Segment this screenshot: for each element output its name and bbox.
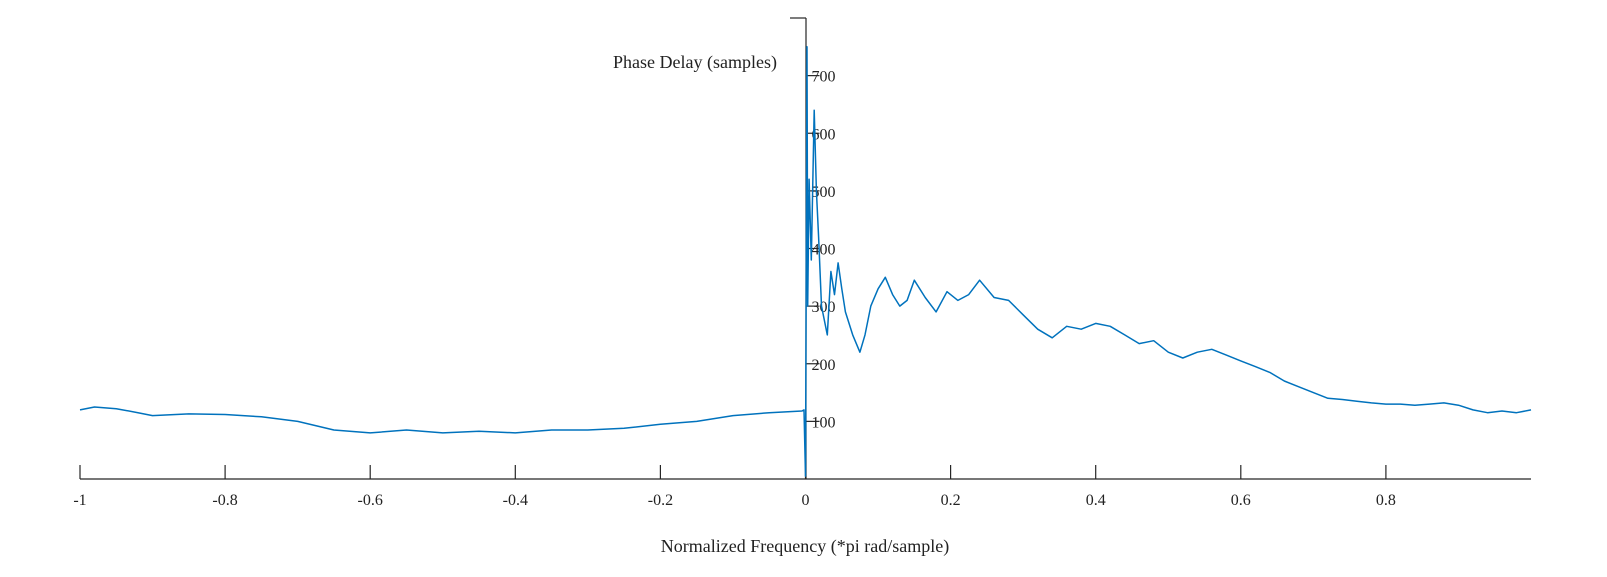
x-tick-label: -1 (73, 492, 86, 509)
x-axis-title: Normalized Frequency (*pi rad/sample) (661, 536, 949, 557)
x-tick-label: 0 (802, 492, 810, 509)
x-tick-label: 0.8 (1376, 492, 1396, 509)
y-tick-label: 200 (812, 357, 836, 374)
x-tick-label: 0.2 (941, 492, 961, 509)
y-axis-title: Phase Delay (samples) (613, 52, 777, 73)
x-tick-label: -0.6 (358, 492, 383, 509)
y-tick-label: 400 (812, 242, 836, 259)
y-tick-label: 700 (812, 69, 836, 86)
phase-delay-series-line (79, 46, 1532, 477)
y-tick-label: 500 (812, 184, 836, 201)
y-tick-label: 100 (812, 414, 836, 431)
x-tick-label: -0.4 (503, 492, 528, 509)
x-ticks: -1 -0.8 -0.6 -0.4 -0.2 0 0.2 0.4 0.6 0.8 (73, 465, 1396, 509)
x-tick-label: 0.4 (1086, 492, 1106, 509)
x-tick-label: -0.2 (648, 492, 673, 509)
x-tick-label: -0.8 (212, 492, 237, 509)
y-tick-label: 600 (812, 126, 836, 143)
series-group (79, 46, 1532, 477)
x-tick-label: 0.6 (1231, 492, 1251, 509)
